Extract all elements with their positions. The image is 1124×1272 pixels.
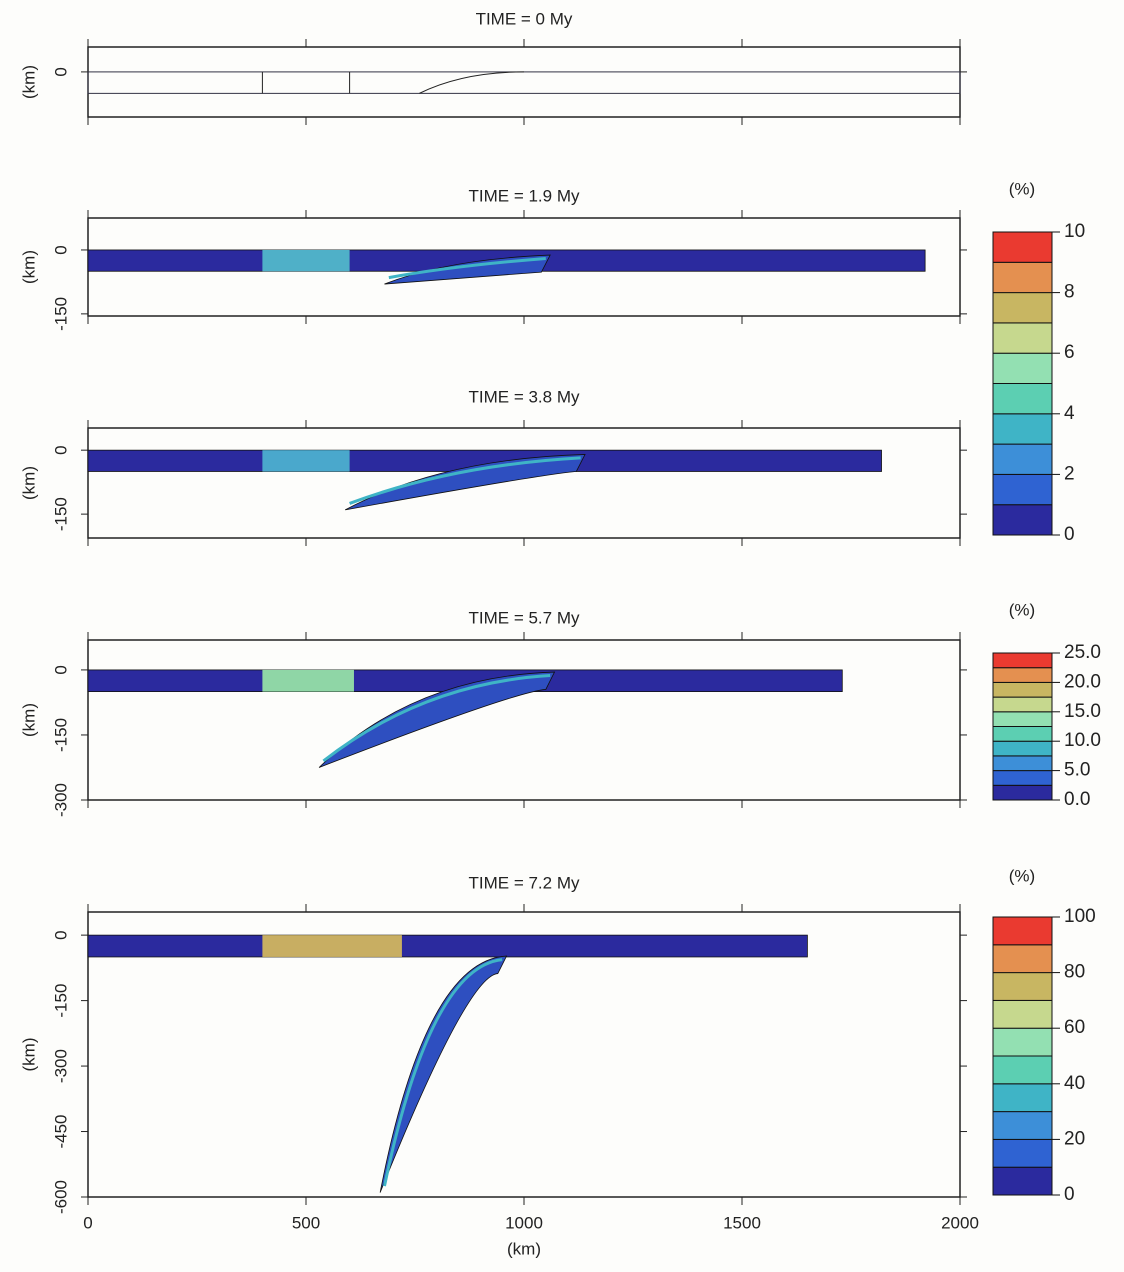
y-axis-label: (km) — [19, 466, 38, 500]
colorbar-tick-label: 0 — [1064, 1184, 1075, 1205]
y-tick-label: -150 — [51, 497, 70, 531]
colorbar-title: (%) — [1009, 866, 1035, 885]
color-band — [992, 504, 1053, 536]
color-band — [992, 352, 1053, 385]
color-band — [992, 972, 1053, 1001]
colorbar-tick-label: 20 — [1064, 1128, 1085, 1149]
y-tick-label: 0 — [51, 67, 70, 76]
plot-frame — [87, 427, 961, 539]
color-band — [992, 916, 1053, 946]
x-tick-label: 500 — [292, 1213, 320, 1232]
y-tick-label: -300 — [51, 1049, 70, 1083]
slab-strain — [388, 256, 546, 280]
color-band — [992, 413, 1053, 445]
slab — [318, 671, 556, 768]
colorbar-tick-label: 8 — [1064, 282, 1075, 303]
panel-title: TIME = 0 My — [476, 9, 573, 28]
color-band — [992, 726, 1053, 742]
colorbar-tick-label: 80 — [1064, 962, 1085, 983]
x-tick-label: 1000 — [505, 1213, 543, 1232]
color-band — [992, 261, 1053, 294]
color-band — [992, 696, 1053, 713]
colorbar-tick-label: 2 — [1064, 463, 1075, 484]
color-band — [992, 711, 1053, 727]
color-band — [992, 1055, 1053, 1085]
deformed-zone — [262, 249, 350, 272]
x-axis-label: (km) — [507, 1239, 541, 1258]
y-tick-label: 0 — [51, 245, 70, 254]
slab-strain — [322, 674, 551, 763]
color-band — [992, 681, 1053, 698]
slab — [379, 955, 508, 1193]
colorbar-tick-label: 6 — [1064, 342, 1075, 363]
y-tick-label: -450 — [51, 1115, 70, 1149]
color-band — [992, 1027, 1053, 1057]
color-band — [992, 784, 1053, 801]
color-band — [992, 231, 1053, 263]
color-band — [992, 944, 1053, 974]
colorbar-tick-label: 0.0 — [1064, 789, 1090, 810]
y-tick-label: -150 — [51, 718, 70, 752]
y-tick-label: -600 — [51, 1180, 70, 1214]
color-band — [992, 443, 1053, 475]
y-axis-label: (km) — [19, 250, 38, 284]
x-tick-label: 2000 — [941, 1213, 979, 1232]
colorbar-tick-label: 25.0 — [1064, 642, 1101, 663]
y-axis-label: (km) — [19, 65, 38, 99]
interface-curve — [419, 71, 525, 94]
y-tick-label: 0 — [51, 665, 70, 674]
deformed-zone — [262, 935, 402, 957]
colorbar-tick-label: 15.0 — [1064, 701, 1101, 722]
colorbar-tick-label: 20.0 — [1064, 671, 1101, 692]
colorbar-title: (%) — [1009, 600, 1035, 619]
panel-title: TIME = 5.7 My — [469, 608, 580, 627]
color-band — [992, 1166, 1053, 1196]
y-tick-label: 0 — [51, 445, 70, 454]
color-band — [992, 667, 1053, 683]
slab-strain — [349, 456, 581, 505]
colorbar-tick-label: 10 — [1064, 221, 1085, 242]
panel-title: TIME = 3.8 My — [469, 387, 580, 406]
colorbar-tick-label: 100 — [1064, 906, 1096, 927]
deformed-zone — [262, 669, 354, 692]
y-tick-label: -150 — [51, 297, 70, 331]
color-band — [992, 740, 1053, 757]
color-band — [992, 999, 1053, 1029]
colorbar-tick-label: 5.0 — [1064, 760, 1090, 781]
color-band — [992, 1138, 1053, 1168]
y-axis-label: (km) — [19, 1038, 38, 1072]
color-band — [992, 755, 1053, 772]
deformed-zone — [262, 450, 350, 472]
y-axis-label: (km) — [19, 703, 38, 737]
plate — [87, 934, 808, 958]
x-tick-label: 0 — [83, 1213, 92, 1232]
color-band — [992, 292, 1053, 324]
color-band — [992, 1083, 1053, 1113]
colorbar-tick-label: 0 — [1064, 524, 1075, 545]
colorbar-tick-label: 10.0 — [1064, 730, 1101, 751]
plot-frame — [87, 46, 961, 118]
colorbar-title: (%) — [1009, 179, 1035, 198]
plot-frame — [87, 639, 961, 801]
y-tick-label: -150 — [51, 984, 70, 1018]
y-tick-label: 0 — [51, 930, 70, 939]
slab-strain — [383, 958, 503, 1187]
plate-outline — [87, 71, 961, 94]
colorbar-tick-label: 40 — [1064, 1073, 1085, 1094]
colorbar-tick-label: 60 — [1064, 1017, 1085, 1038]
slab — [345, 454, 586, 511]
x-tick-label: 1500 — [723, 1213, 761, 1232]
panel-title: TIME = 7.2 My — [469, 873, 580, 892]
color-band — [992, 770, 1053, 786]
colorbar-tick-label: 4 — [1064, 403, 1075, 424]
color-band — [992, 322, 1053, 354]
color-band — [992, 652, 1053, 669]
panel-title: TIME = 1.9 My — [469, 186, 580, 205]
color-band — [992, 383, 1053, 415]
y-tick-label: -300 — [51, 783, 70, 817]
color-band — [992, 1111, 1053, 1140]
color-band — [992, 473, 1053, 506]
